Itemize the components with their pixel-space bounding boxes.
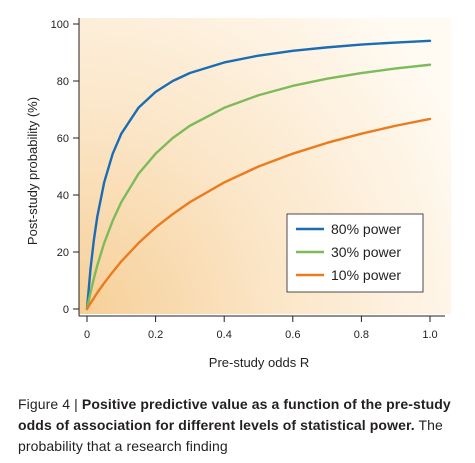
line-chart: 0 20 40 60 80 100 0 0.2 0.4 0.6 0.8 1.0 Pre-study o…	[25, 18, 451, 370]
y-tick-label: 40	[57, 190, 69, 202]
legend-label: 10% power	[331, 267, 401, 283]
legend-label: 80% power	[331, 221, 401, 237]
caption-text: The probability that a research finding	[18, 417, 443, 454]
y-tick-label: 80	[57, 76, 69, 88]
x-tick-label: 0	[84, 329, 90, 341]
x-tick-label: 0.8	[354, 329, 369, 341]
legend-label: 30% power	[331, 244, 401, 260]
x-tick-label: 0.6	[285, 329, 300, 341]
series-layer	[85, 39, 432, 311]
axes: 0 20 40 60 80 100 0 0.2 0.4 0.6 0.8 1.0	[51, 18, 445, 341]
y-axis-title: Post-study probability (%)	[25, 97, 40, 245]
series-line-1	[85, 39, 432, 311]
caption-bold-text: Positive predictive value as a function …	[18, 396, 451, 433]
legend: 80% power 30% power 10% power	[286, 213, 424, 293]
x-axis-title: Pre-study odds R	[209, 355, 309, 370]
caption-label: Figure 4 |	[18, 396, 78, 412]
x-tick-label: 0.4	[217, 329, 232, 341]
figure-caption: Figure 4 | Positive predictive value as …	[18, 394, 474, 457]
y-tick-label: 0	[63, 304, 69, 316]
y-tick-label: 20	[57, 247, 69, 259]
y-tick-label: 60	[57, 133, 69, 145]
y-tick-label: 100	[51, 19, 69, 31]
series-line-3	[85, 117, 432, 311]
x-tick-label: 1.0	[422, 329, 437, 341]
x-tick-label: 0.2	[148, 329, 163, 341]
series-line-2	[85, 63, 432, 311]
